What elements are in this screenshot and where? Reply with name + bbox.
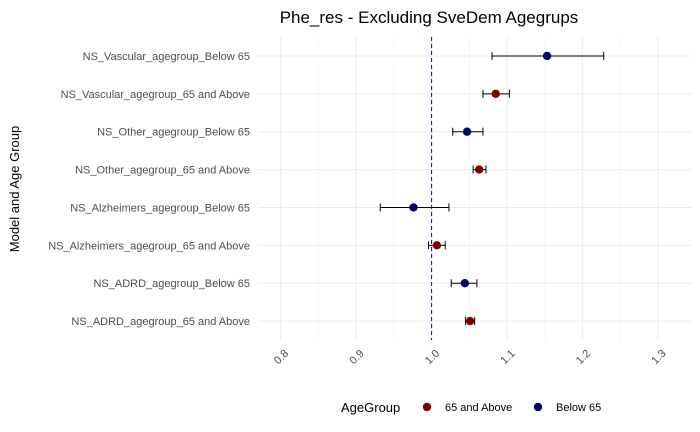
legend-label: 65 and Above [445, 402, 512, 414]
forest-row [472, 165, 487, 174]
y-tick-label: NS_Alzheimers_agegroup_65 and Above [48, 240, 250, 252]
chart-title: Phe_res - Excluding SveDem Agegrups [280, 8, 579, 27]
forest-row [491, 51, 605, 61]
y-tick-label: NS_Alzheimers_agegroup_Below 65 [70, 202, 250, 214]
y-tick-labels: NS_Vascular_agegroup_Below 65 NS_Vascular… [48, 51, 250, 328]
y-tick-label: NS_ADRD_agegroup_65 and Above [71, 316, 250, 328]
y-axis-label: Model and Age Group [7, 126, 22, 252]
legend-title: AgeGroup [341, 400, 400, 415]
x-tick-label: 1.0 [423, 348, 442, 367]
legend-swatch [422, 402, 432, 412]
forest-row [452, 127, 484, 136]
point-estimate [460, 278, 470, 288]
legend-label: Below 65 [556, 402, 601, 414]
point-estimate [474, 165, 484, 174]
y-tick-label: NS_Vascular_agegroup_65 and Above [61, 89, 250, 101]
forest-row [450, 278, 478, 288]
x-tick-labels: 0.8 0.9 1.0 1.1 1.2 1.3 [272, 348, 669, 367]
point-estimate [491, 89, 500, 99]
point-estimate [465, 316, 475, 326]
point-estimate [542, 51, 552, 61]
y-tick-label: NS_ADRD_agegroup_Below 65 [93, 278, 250, 290]
x-tick-label: 0.9 [347, 348, 366, 367]
point-estimate [432, 241, 442, 250]
forest-row [465, 316, 476, 326]
y-tick-label: NS_Other_agegroup_Below 65 [97, 127, 250, 139]
x-tick-label: 1.1 [498, 348, 517, 367]
x-tick-label: 1.2 [574, 348, 593, 367]
legend-entries: 65 and Above Below 65 [422, 402, 601, 414]
legend: AgeGroup 65 and Above Below 65 [341, 400, 601, 415]
point-estimate [409, 203, 418, 212]
forest-row [482, 89, 510, 99]
legend-swatch [533, 402, 543, 412]
y-tick-label: NS_Other_agegroup_65 and Above [75, 165, 250, 177]
x-tick-label: 1.3 [649, 348, 668, 367]
point-estimate [462, 127, 472, 136]
grid [258, 37, 692, 340]
y-tick-label: NS_Vascular_agegroup_Below 65 [83, 51, 250, 63]
data-points [379, 51, 605, 326]
forest-row [428, 241, 446, 250]
x-tick-label: 0.8 [272, 348, 291, 367]
forest-row [379, 203, 450, 212]
